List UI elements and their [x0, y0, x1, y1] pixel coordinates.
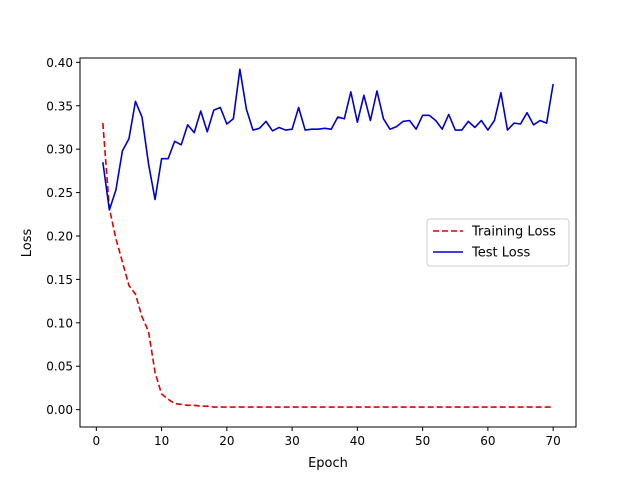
series-layer [102, 68, 554, 408]
x-axis-ticks: 0 10 20 30 40 50 60 70 [92, 427, 561, 448]
series-line-training-loss [102, 123, 554, 408]
x-axis-label: Epoch [308, 456, 348, 471]
x-tick-label: 70 [546, 434, 561, 448]
y-tick-label: 0.05 [46, 360, 73, 374]
y-tick-label: 0.35 [46, 99, 73, 113]
x-tick-label: 40 [350, 434, 365, 448]
y-tick-label: 0.15 [46, 273, 73, 287]
y-tick-label: 0.20 [46, 229, 73, 243]
x-tick-label: 20 [219, 434, 234, 448]
y-axis-label: Loss [20, 229, 35, 258]
plot-frame [79, 57, 577, 428]
x-tick-label: 10 [154, 434, 169, 448]
y-tick-label: 0.40 [46, 56, 73, 70]
x-tick-label: 0 [92, 434, 100, 448]
y-tick-label: 0.30 [46, 143, 73, 157]
y-axis-ticks: 0.00 0.05 0.10 0.15 0.20 0.25 0.30 0.35 0.40 [46, 56, 80, 417]
x-tick-label: 50 [415, 434, 430, 448]
legend-label-training-loss: Training Loss [471, 225, 556, 240]
x-tick-label: 30 [284, 434, 299, 448]
series-line-test-loss [102, 68, 554, 211]
y-tick-label: 0.00 [46, 403, 73, 417]
y-tick-label: 0.10 [46, 316, 73, 330]
legend-label-test-loss: Test Loss [471, 246, 530, 261]
y-tick-label: 0.25 [46, 186, 73, 200]
legend: Training Loss Test Loss [426, 218, 570, 267]
x-tick-label: 60 [480, 434, 495, 448]
